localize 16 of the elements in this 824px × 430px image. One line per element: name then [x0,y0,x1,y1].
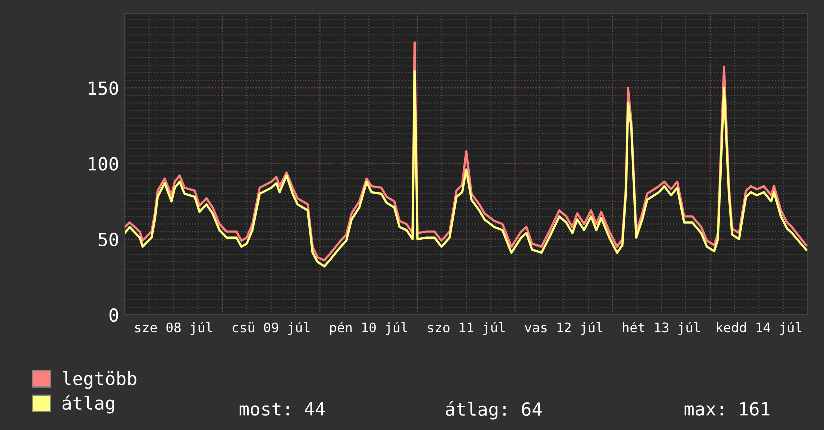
x-tick-label: vas 12 júl [525,322,603,336]
y-tick-label: 100 [89,157,118,171]
legend-label: legtöbb [63,371,137,390]
text: átlag: 64 [446,401,542,420]
x-tick-label: sze 08 júl [135,322,212,336]
y-tick-label: 50 [98,232,118,247]
text: most: 44 [240,402,326,416]
x-tick-label: szo 11 júl [428,322,505,336]
y-tick-label: 150 [89,82,118,96]
legend-label: átlag [62,395,114,414]
x-tick-label: csü 09 júl [232,322,310,336]
x-tick-label: pén 10 júl [330,322,408,336]
x-tick-label: hét 13 júl [623,322,700,336]
x-tick-label: kedd 14 júl [717,322,802,336]
text: max: 161 [684,402,770,416]
y-tick-label: 0 [110,308,118,322]
